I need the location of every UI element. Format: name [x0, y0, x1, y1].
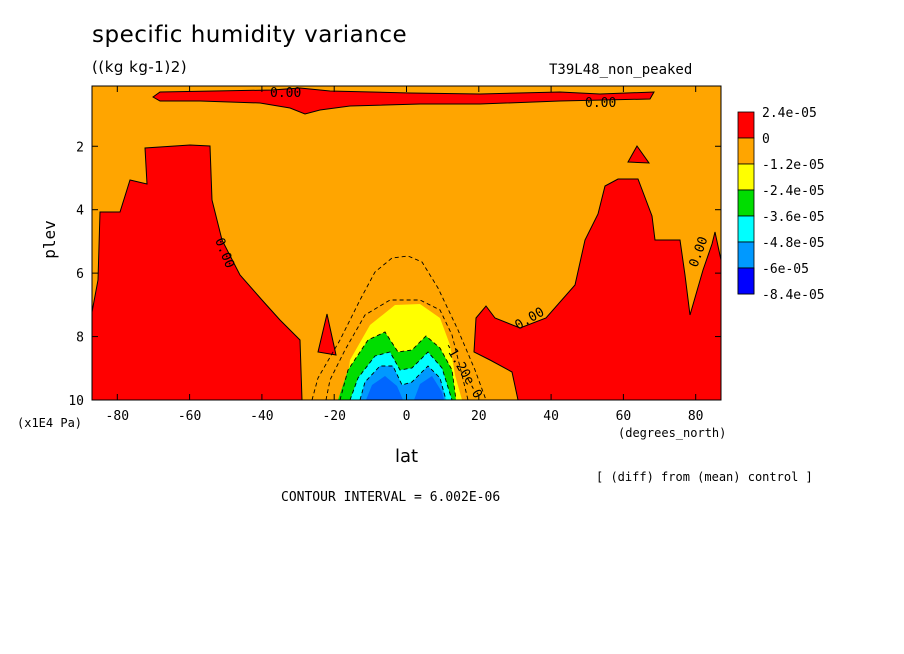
- diff-note: [ (diff) from (mean) control ]: [596, 470, 813, 484]
- legend-swatch: [737, 241, 755, 269]
- x-tick-label: -60: [178, 409, 201, 424]
- x-tick-label: 60: [616, 409, 632, 424]
- x-tick-label: 40: [543, 409, 559, 424]
- y-axis-unit: (x1E4 Pa): [17, 416, 83, 430]
- chart-units: ((kg kg-1)2): [92, 58, 188, 76]
- contour-fill-right: [473, 178, 721, 400]
- legend: 2.4e-05 0 -1.2e-05 -2.4e-05 -3.6e-05 -4.8e-05…: [737, 106, 825, 303]
- contour-line-neg-3: [339, 331, 457, 400]
- y-axis-label: plev: [39, 220, 59, 259]
- legend-label: -2.4e-05: [762, 184, 825, 199]
- y-tick-label: 8: [76, 331, 84, 346]
- legend-label: -4.8e-05: [762, 236, 825, 251]
- y-tick-label: 10: [68, 394, 84, 409]
- legend-label: -6e-05: [762, 262, 809, 277]
- x-axis-unit: (degrees_north): [618, 426, 727, 440]
- legend-swatch: [737, 163, 755, 191]
- contour-fill-left-triangle: [317, 313, 337, 356]
- y-tick-label: 2: [76, 140, 84, 155]
- x-axis-label: lat: [395, 446, 419, 467]
- contour-line-neg-5: [359, 365, 447, 400]
- contour-line-neg-2: [325, 299, 469, 400]
- contour-label-top-left: 0.00: [270, 86, 301, 101]
- legend-label: 2.4e-05: [762, 106, 817, 121]
- legend-swatch: [737, 137, 755, 165]
- legend-swatch: [737, 189, 755, 217]
- y-tick-label: 4: [76, 204, 84, 219]
- y-axis: 2 4 6 8 10: [68, 140, 721, 409]
- legend-label: -3.6e-05: [762, 210, 825, 225]
- contour-fill-top-band: [152, 87, 655, 115]
- x-tick-label: -20: [322, 409, 345, 424]
- run-label: T39L48_non_peaked: [549, 62, 693, 78]
- x-tick-label: -80: [106, 409, 129, 424]
- y-tick-label: 6: [76, 267, 84, 282]
- x-tick-label: 80: [688, 409, 704, 424]
- contour-interval: CONTOUR INTERVAL = 6.002E-06: [281, 490, 501, 505]
- legend-label: -1.2e-05: [762, 158, 825, 173]
- contour-label-top-right: 0.00: [585, 96, 616, 111]
- x-tick-label: 0: [403, 409, 411, 424]
- x-tick-label: -40: [250, 409, 273, 424]
- legend-swatch: [737, 111, 755, 139]
- x-axis: -80 -60 -40 -20 0 20 40 60 80: [106, 86, 704, 424]
- contour-fill-deep-blue: [366, 376, 444, 400]
- x-tick-label: 20: [471, 409, 487, 424]
- chart-title: specific humidity variance: [92, 22, 408, 48]
- contour-line-neg-1: [311, 255, 487, 400]
- legend-label: 0: [762, 132, 770, 147]
- contour-fill-left: [92, 144, 303, 400]
- legend-swatch: [737, 215, 755, 243]
- contour-line-neg-4: [349, 351, 453, 400]
- contour-fill-right-triangle: [627, 145, 650, 164]
- legend-swatch-last: [737, 267, 755, 295]
- legend-label: -8.4e-05: [762, 288, 825, 303]
